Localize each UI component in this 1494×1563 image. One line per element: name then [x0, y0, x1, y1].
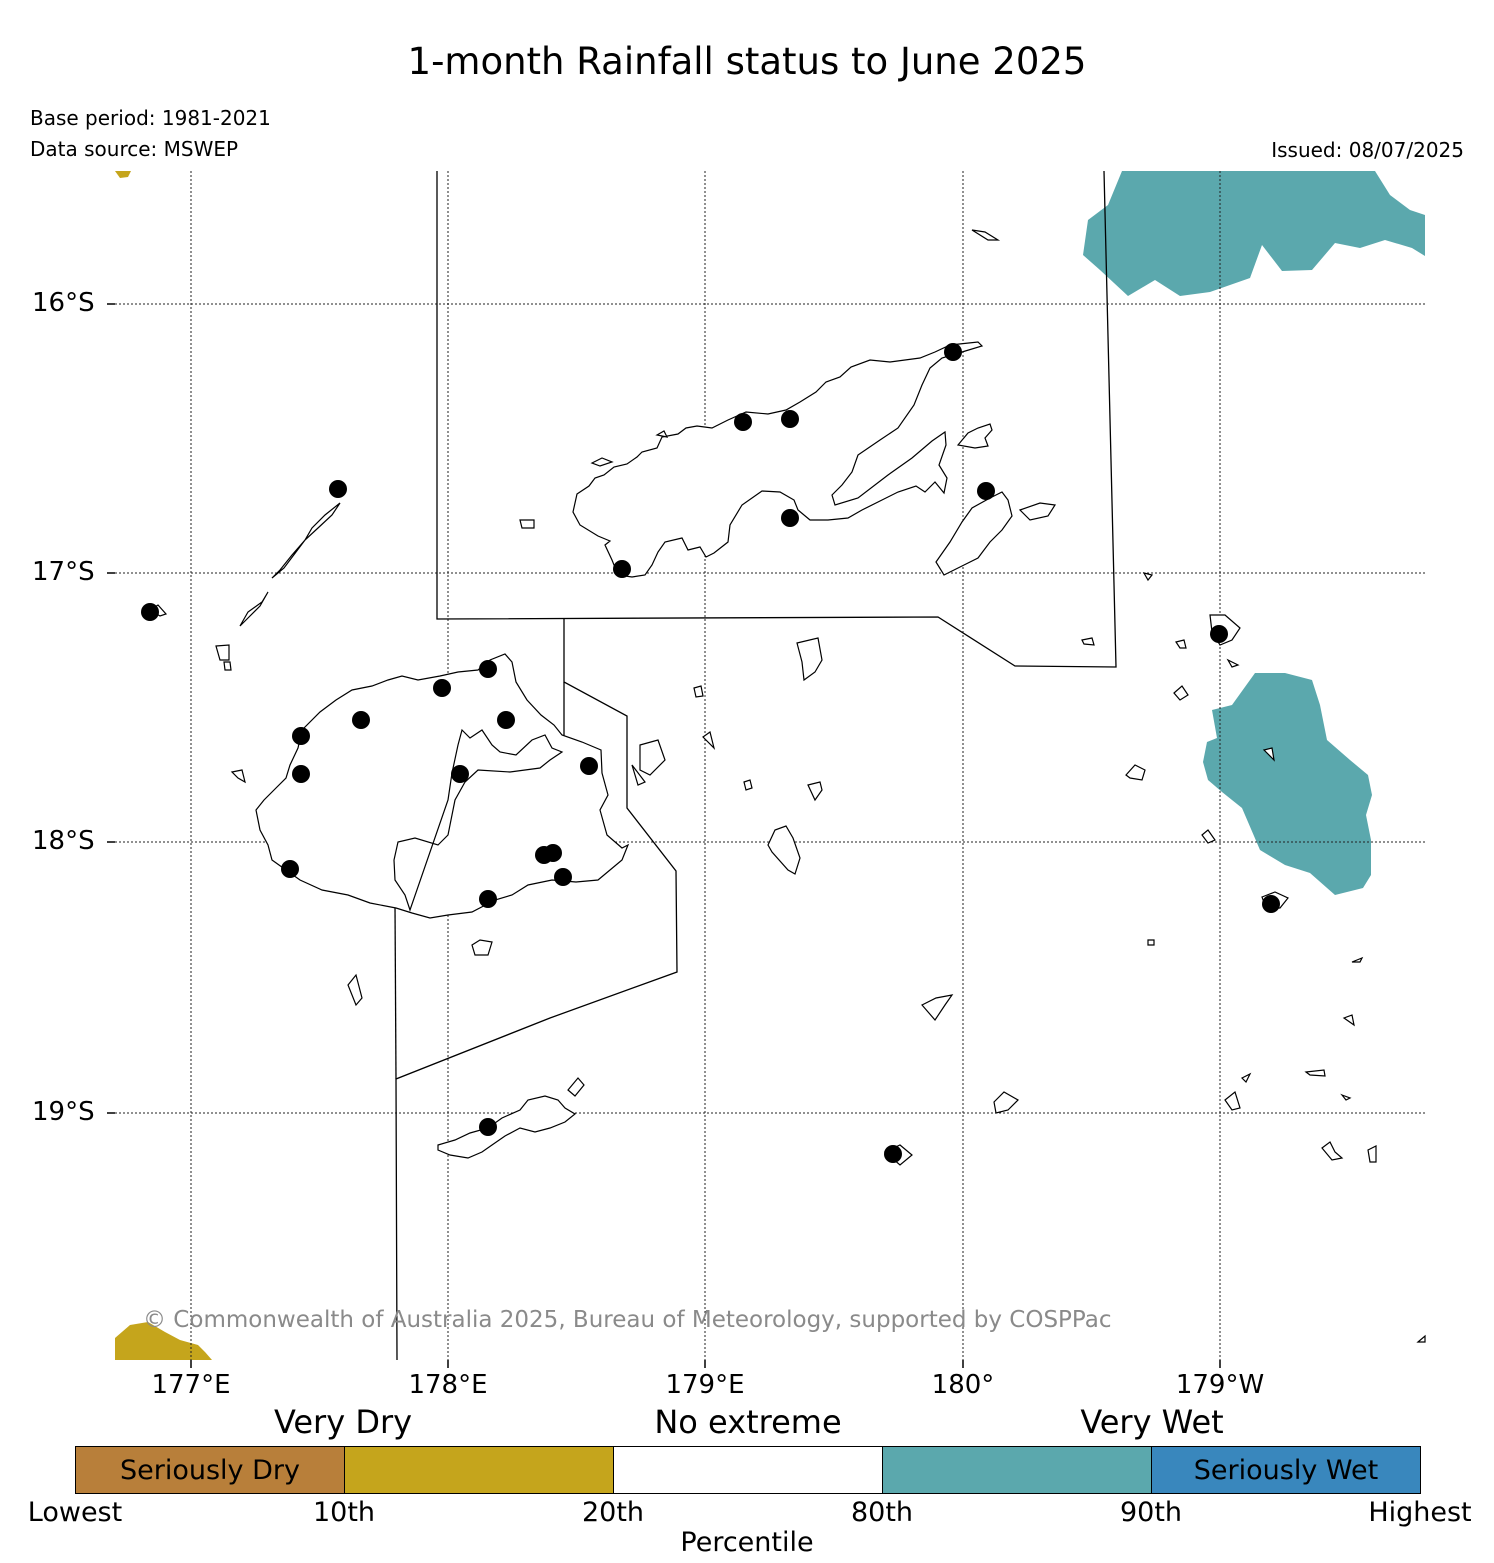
legend-segment-label: Seriously Wet — [1193, 1454, 1379, 1486]
legend-segment-seriously-wet: Seriously Wet — [1152, 1447, 1420, 1493]
percentile-10th: 10th — [312, 1497, 376, 1528]
lat-tick-16s: 16°S — [32, 288, 95, 318]
lon-tick-179w: 179°W — [1175, 1370, 1265, 1400]
legend-segment-no-extreme — [614, 1447, 883, 1493]
percentile-highest: Highest — [1368, 1497, 1472, 1528]
legend-segment-seriously-dry: Seriously Dry — [76, 1447, 345, 1493]
very-dry-area-nw — [115, 171, 131, 178]
legend-segment-very-dry — [345, 1447, 614, 1493]
island-taveuni — [935, 491, 1013, 576]
percentile-80th: 80th — [850, 1497, 914, 1528]
lat-tick-18s: 18°S — [32, 826, 95, 856]
lat-tick-19s: 19°S — [32, 1097, 95, 1127]
very-dry-area-sw — [115, 1322, 212, 1360]
copyright-notice: © Commonwealth of Australia 2025, Bureau… — [143, 1307, 1112, 1333]
island-kadavu — [437, 1095, 577, 1159]
very-wet-area-north — [1083, 171, 1425, 296]
island-vanua-levu — [572, 341, 984, 578]
legend-cap-no-extreme: No extreme — [654, 1403, 842, 1441]
issued-date: Issued: 08/07/2025 — [1271, 138, 1464, 162]
legend-segment-very-wet — [883, 1447, 1152, 1493]
percentile-lowest: Lowest — [27, 1497, 123, 1528]
tick-marks — [107, 303, 1221, 1368]
legend-colorbar: Seriously Dry Seriously Wet — [75, 1446, 1421, 1494]
data-source: Data source: MSWEP — [30, 137, 239, 161]
very-wet-area-east — [1203, 673, 1372, 895]
coastlines — [148, 229, 1426, 1343]
division-boundaries — [394, 170, 1117, 1361]
base-period: Base period: 1981-2021 — [30, 106, 271, 130]
stations — [141, 343, 1280, 1163]
lon-tick-178e: 178°E — [408, 1370, 488, 1400]
map-title: 1-month Rainfall status to June 2025 — [407, 40, 1087, 83]
lat-tick-17s: 17°S — [32, 557, 95, 587]
lon-tick-177e: 177°E — [151, 1370, 231, 1400]
legend-cap-very-dry: Very Dry — [273, 1403, 413, 1441]
legend-axis-label: Percentile — [680, 1527, 814, 1558]
legend-segment-label: Seriously Dry — [120, 1454, 300, 1486]
lon-tick-180: 180° — [931, 1370, 995, 1400]
percentile-90th: 90th — [1119, 1497, 1183, 1528]
legend-cap-very-wet: Very Wet — [1080, 1403, 1224, 1441]
lon-tick-179e: 179°E — [665, 1370, 745, 1400]
island-viti-levu — [255, 653, 630, 919]
percentile-20th: 20th — [581, 1497, 645, 1528]
